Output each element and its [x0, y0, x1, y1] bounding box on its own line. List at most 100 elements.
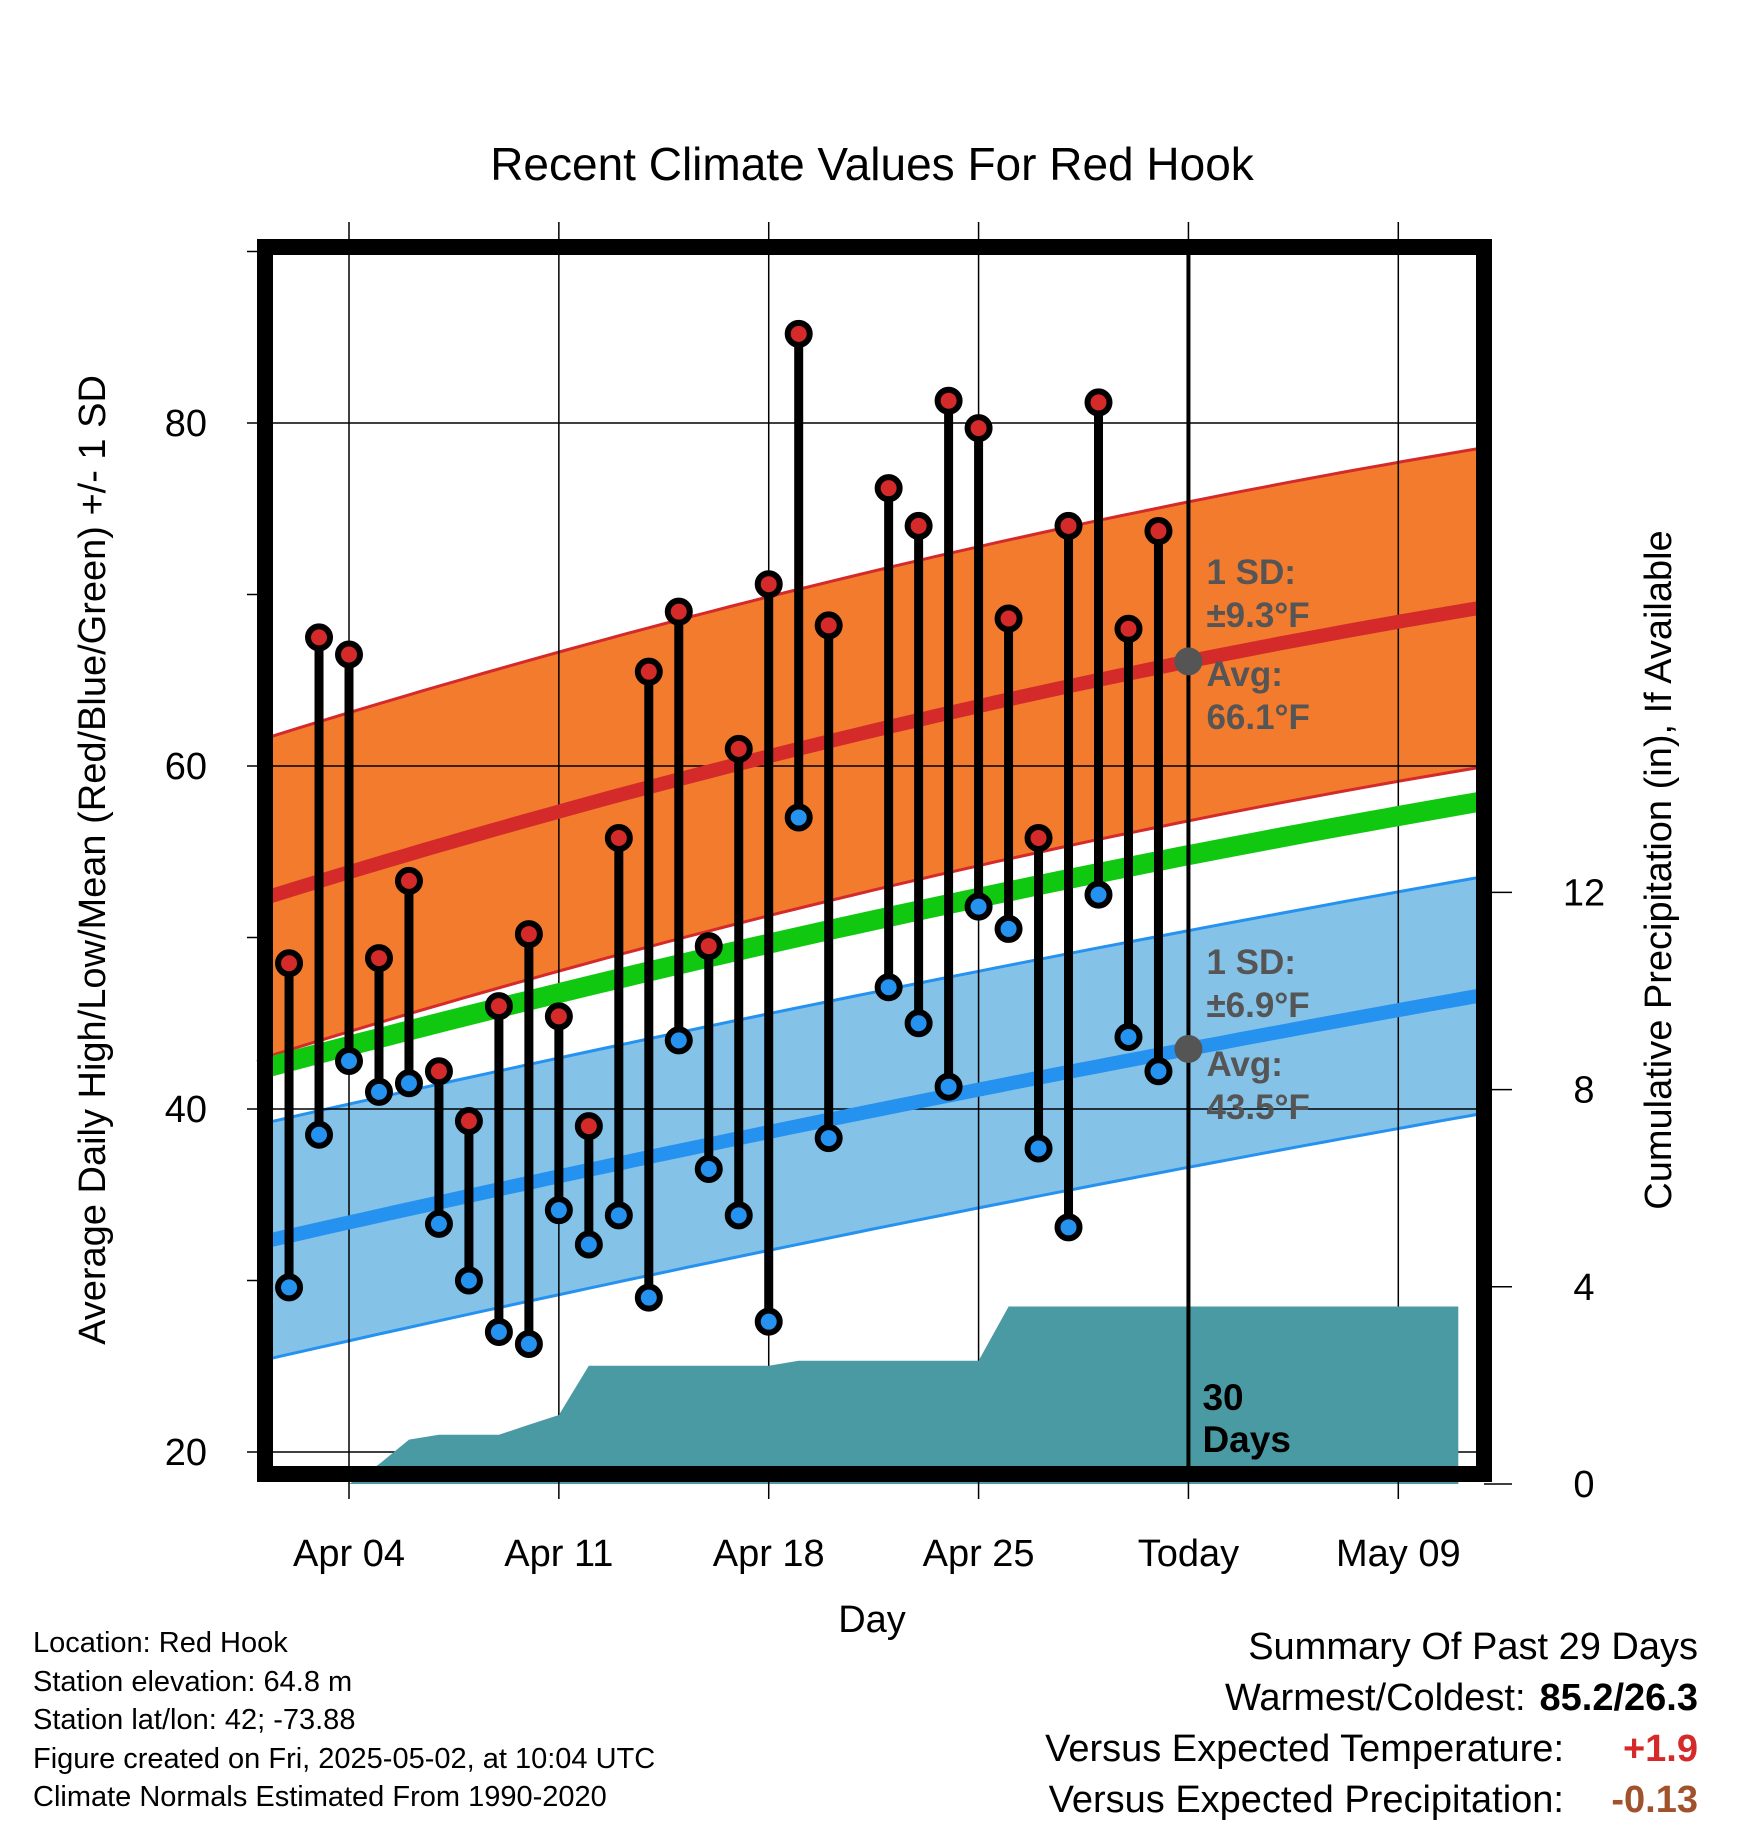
precip-area: [259, 1306, 1459, 1484]
daily-low-dot: [814, 1124, 843, 1153]
daily-low-dot: [1054, 1213, 1083, 1242]
elevation-text: Station elevation: 64.8 m: [33, 1665, 353, 1698]
daily-high-dot: [964, 414, 993, 443]
daily-low-dot: [604, 1201, 633, 1230]
y-tick-label: 80: [165, 403, 207, 445]
daily-high-dot: [544, 1002, 573, 1031]
high-sd-band-lower-edge: [258, 764, 1489, 1061]
daily-high-dot: [784, 319, 813, 348]
daily-high-dot: [1084, 388, 1113, 417]
daily-low-dot: [335, 1046, 363, 1075]
normals-text: Climate Normals Estimated From 1990-2020: [33, 1781, 607, 1813]
created-text: Figure created on Fri, 2025-05-02, at 10…: [33, 1742, 656, 1775]
daily-low-dot: [1114, 1022, 1143, 1051]
daily-high-dot: [484, 992, 513, 1021]
plot-frame: [257, 239, 1492, 1482]
x-tick-label: Apr 25: [923, 1533, 1035, 1575]
low-avg-line: [257, 987, 1490, 1250]
daily-low-dot: [484, 1317, 513, 1346]
low-sd-band-upper-edge: [258, 874, 1489, 1126]
daily-high-dot: [1114, 614, 1143, 643]
high-avg-line: [257, 599, 1490, 907]
daily-low-dot: [694, 1155, 723, 1184]
daily-low-dot: [574, 1230, 603, 1259]
high-avg-value: 66.1°F: [1206, 698, 1310, 737]
daily-low-dot: [664, 1026, 693, 1055]
y2-tick-label: 0: [1573, 1464, 1594, 1506]
warm-cold-label: Warmest/Coldest:: [1224, 1677, 1526, 1719]
daily-low-dot: [994, 914, 1023, 943]
daily-high-dot: [454, 1107, 483, 1136]
daily-high-dot: [604, 824, 633, 853]
daily-low-dot: [1144, 1057, 1173, 1086]
precip-label: Versus Expected Precipitation:: [1048, 1779, 1564, 1821]
normal-lines: [256, 247, 1490, 1474]
daily-low-dot: [544, 1196, 573, 1225]
daily-low-dot: [454, 1266, 483, 1295]
y2-axis-label: Cumulative Precipitation (in), If Availa…: [1638, 530, 1680, 1209]
low-sd-title: 1 SD:: [1206, 943, 1295, 982]
today-days-label-line2: Days: [1202, 1419, 1290, 1460]
daily-high-dot: [394, 866, 423, 895]
x-tick-label: Apr 18: [713, 1533, 825, 1575]
today-high-avg-marker: [1174, 647, 1203, 676]
warm-cold-value: 85.2/26.3: [1539, 1677, 1698, 1719]
location-text: Location: Red Hook: [33, 1627, 288, 1659]
summary-panel: Summary Of Past 29 Days Warmest/Coldest:…: [1045, 1622, 1698, 1826]
precip-value: -0.13: [1611, 1779, 1698, 1821]
daily-high-dot: [874, 474, 903, 503]
daily-high-dot: [514, 920, 543, 949]
chart-labels: Recent Climate Values For Red Hook Day Ave…: [72, 138, 1680, 1641]
low-sd-band: [259, 875, 1489, 1362]
daily-low-dot: [934, 1072, 963, 1101]
y-tick-label: 40: [165, 1089, 207, 1131]
daily-high-dot: [1144, 517, 1173, 546]
x-tick-label: Apr 04: [293, 1533, 405, 1575]
daily-high-dot: [694, 932, 723, 961]
x-tick-label: May 09: [1336, 1533, 1461, 1575]
daily-low-dot: [275, 1273, 304, 1302]
daily-stems: [284, 333, 1163, 1344]
plot-border: [257, 239, 1492, 1482]
high-sd-band: [259, 447, 1489, 1060]
x-tick-label: Apr 11: [504, 1533, 613, 1575]
daily-low-dot: [724, 1201, 753, 1230]
temp-row: Versus Expected Temperature: +1.9: [1045, 1724, 1698, 1775]
daily-low-dot: [1024, 1134, 1053, 1163]
high-sd-title: 1 SD:: [1206, 553, 1295, 592]
y2-tick-label: 12: [1563, 872, 1605, 914]
daily-dots: [275, 319, 1203, 1358]
daily-high-dot: [664, 597, 693, 626]
precip-row: Versus Expected Precipitation: -0.13: [1045, 1775, 1698, 1826]
daily-high-dot: [275, 949, 304, 978]
x-tick-label: Today: [1138, 1533, 1239, 1575]
daily-low-dot: [1084, 880, 1113, 909]
daily-high-dot: [904, 511, 933, 540]
daily-low-dot: [904, 1009, 933, 1038]
y-tick-label: 60: [165, 746, 207, 788]
y2-tick-label: 4: [1573, 1267, 1594, 1309]
y2-tick-label: 8: [1573, 1070, 1594, 1112]
low-avg-value: 43.5°F: [1206, 1088, 1310, 1127]
daily-low-dot: [634, 1283, 663, 1312]
daily-high-dot: [305, 623, 334, 652]
temp-value: +1.9: [1622, 1728, 1698, 1770]
daily-high-dot: [724, 734, 753, 763]
x-axis-label: Day: [838, 1599, 906, 1641]
chart-title: Recent Climate Values For Red Hook: [490, 138, 1255, 190]
y-tick-label: 20: [165, 1432, 207, 1474]
low-sd-band-lower-edge: [258, 1110, 1489, 1363]
daily-high-dot: [934, 386, 963, 415]
y-axis-label: Average Daily High/Low/Mean (Red/Blue/Gr…: [72, 375, 114, 1345]
daily-low-dot: [394, 1069, 423, 1098]
today-days-label-line1: 30: [1202, 1377, 1243, 1418]
daily-low-dot: [514, 1329, 543, 1358]
precip-cumulative-area: [259, 1306, 1459, 1484]
temp-label: Versus Expected Temperature:: [1045, 1728, 1564, 1770]
high-sd-value: ±9.3°F: [1206, 596, 1309, 635]
daily-low-dot: [964, 892, 993, 921]
daily-low-dot: [874, 973, 903, 1002]
daily-low-dot: [754, 1307, 783, 1336]
high-sd-band-upper-edge: [258, 445, 1489, 742]
